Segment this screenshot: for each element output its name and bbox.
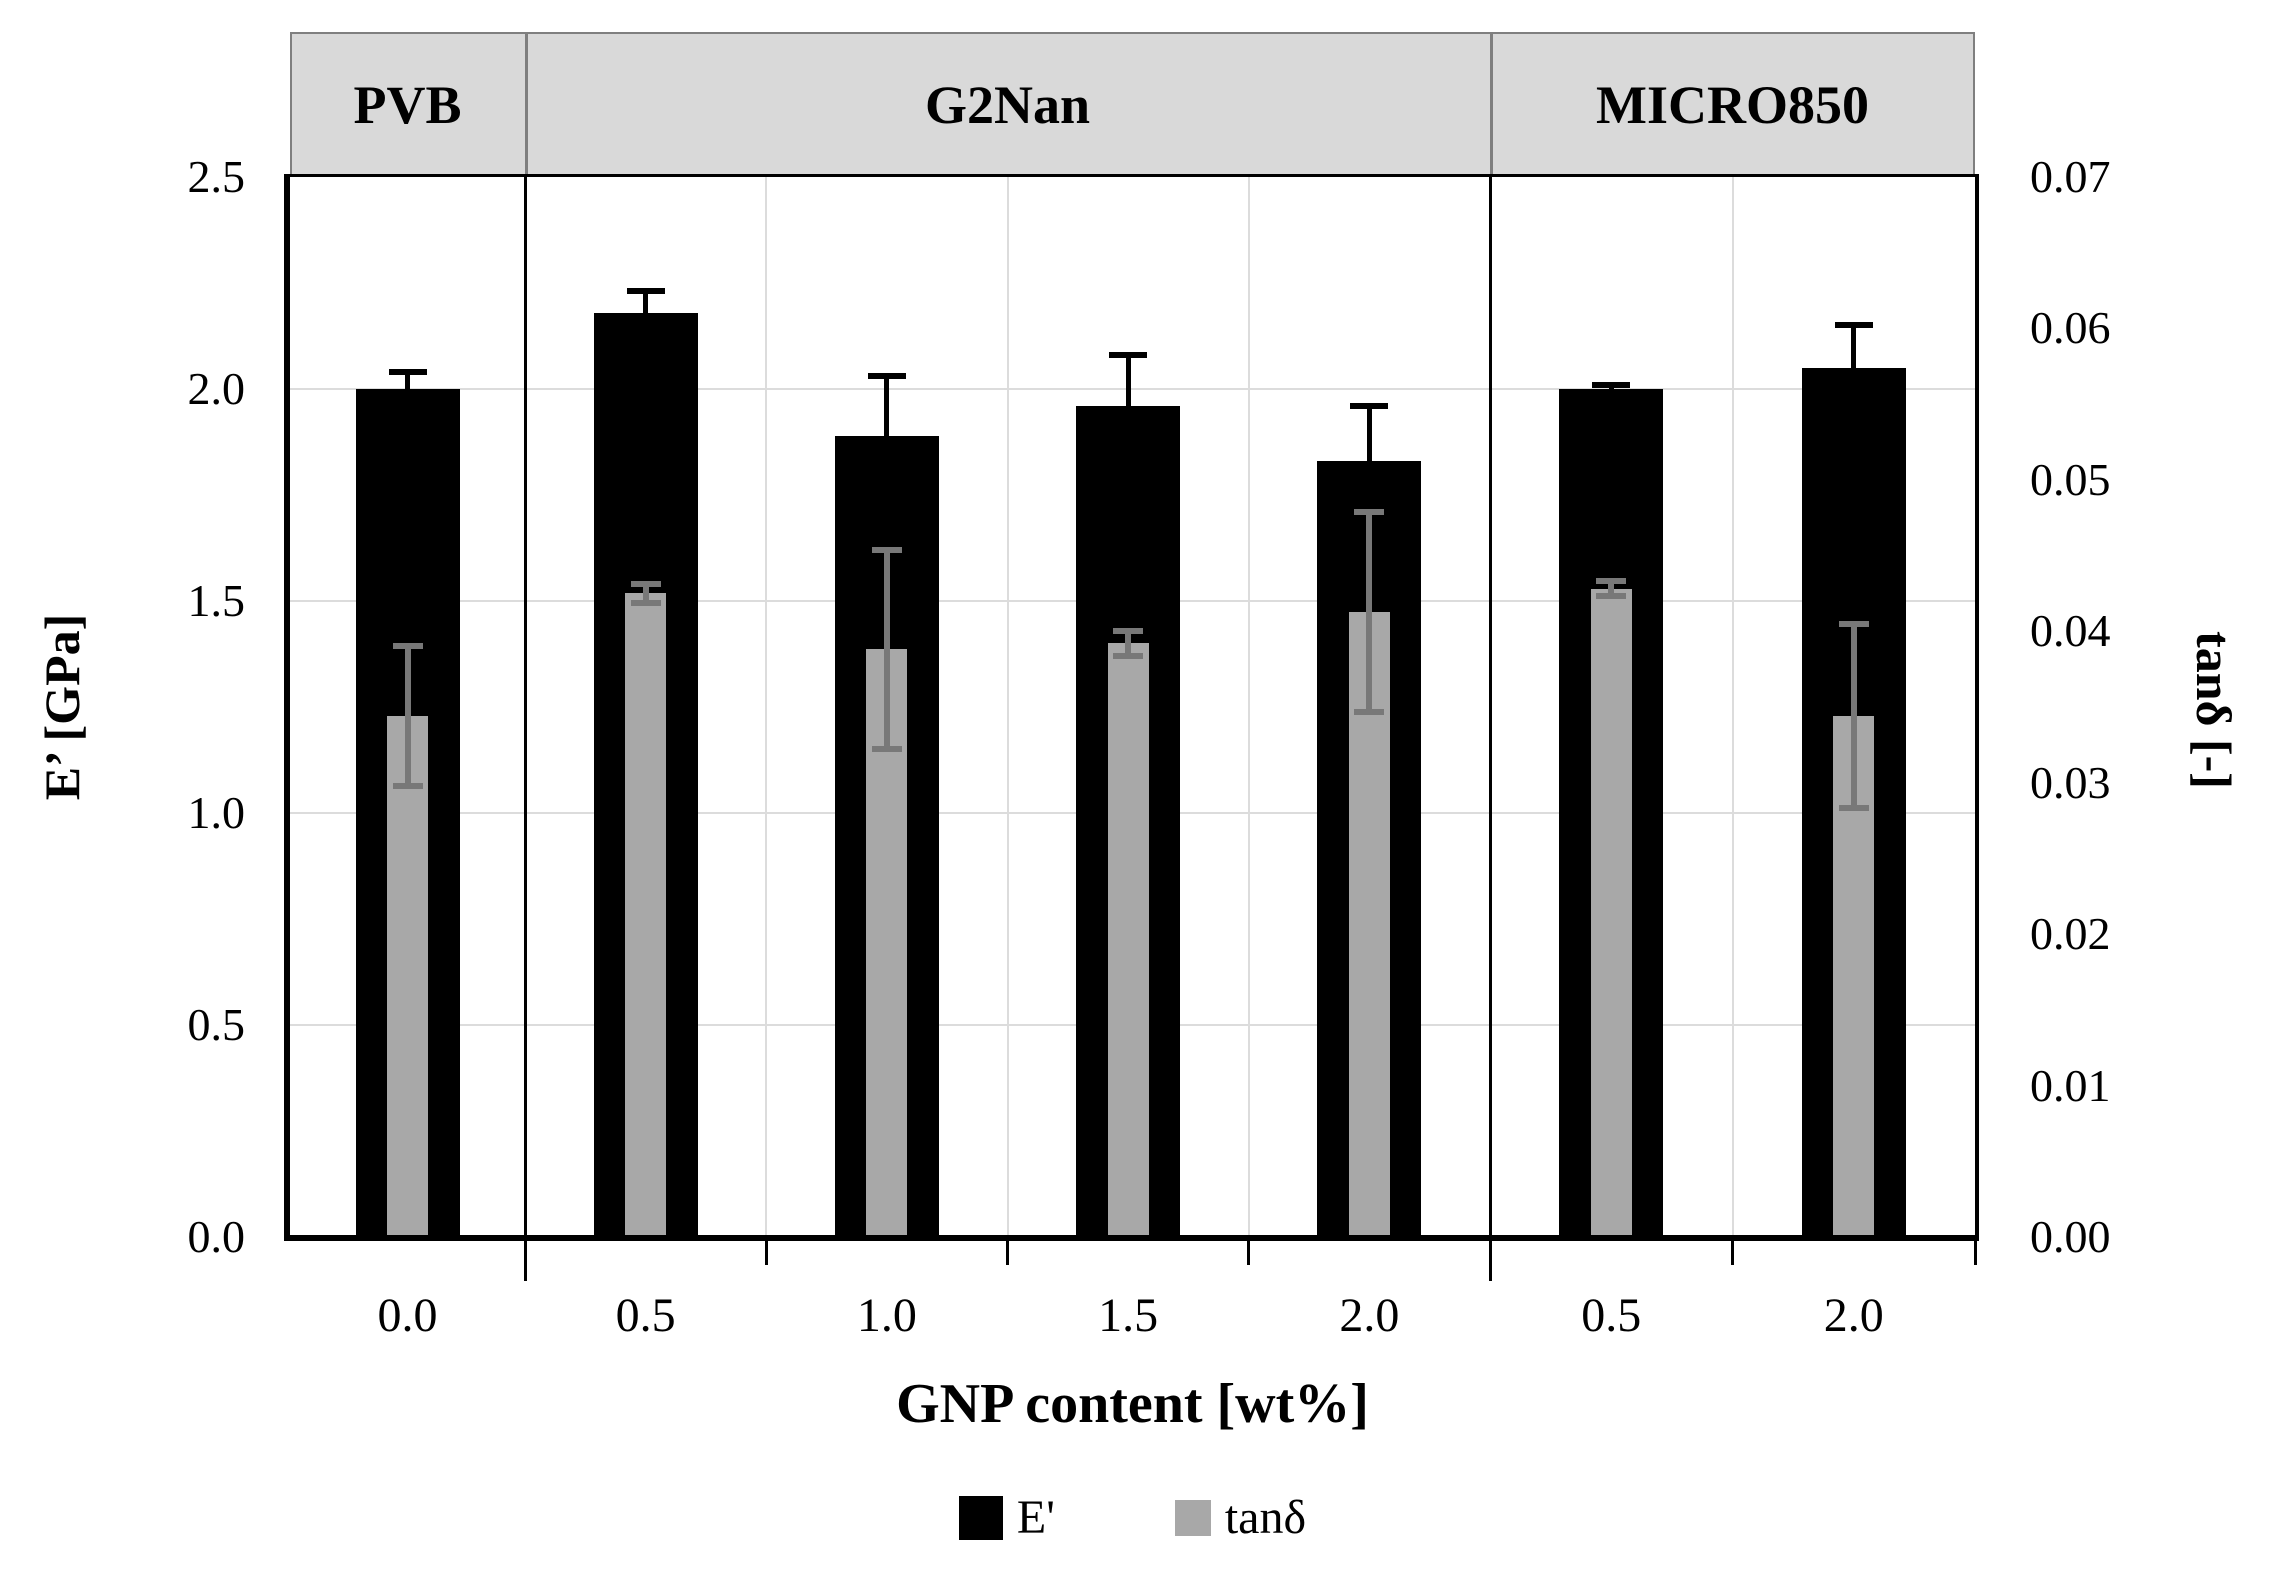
x-category-label: 1.0 (856, 1289, 917, 1342)
legend-item-eprime: E' (958, 1491, 1055, 1544)
error-cap-top-tandelta-6 (1838, 620, 1869, 627)
x-category-label: 2.0 (1339, 1289, 1400, 1342)
error-bar-tandelta-6 (1850, 623, 1857, 809)
bar-tandelta-5 (1590, 588, 1632, 1237)
right-axis-tick-label: 0.02 (2030, 908, 2111, 960)
error-bar-eprime-2 (884, 376, 890, 436)
right-axis-tick-label: 0.05 (2030, 453, 2111, 505)
error-cap-bottom-tandelta-0 (392, 782, 423, 789)
left-axis-tick-label: 1.0 (187, 787, 246, 838)
header-label-g2nan: G2Nan (525, 32, 1490, 177)
error-cap-eprime-4 (1350, 402, 1389, 409)
section-divider-line (523, 177, 527, 1237)
error-cap-eprime-2 (867, 373, 906, 380)
x-tick-minor (764, 1241, 768, 1265)
error-cap-top-tandelta-4 (1354, 508, 1385, 515)
left-axis-tick-label: 0.0 (187, 1211, 246, 1262)
left-axis-tick-label: 2.0 (187, 363, 246, 414)
error-cap-top-tandelta-1 (630, 581, 661, 588)
error-cap-eprime-0 (388, 369, 427, 376)
left-axis-tick-label: 1.5 (187, 575, 246, 626)
x-category-label: 0.5 (1581, 1289, 1642, 1342)
x-category-label: 0.5 (615, 1289, 676, 1342)
error-bar-eprime-3 (1125, 355, 1131, 406)
gridline-vertical (765, 177, 768, 1237)
error-bar-eprime-4 (1366, 405, 1372, 462)
gridline-vertical (1006, 177, 1009, 1237)
y-axis-line-left (284, 174, 290, 1240)
error-bar-tandelta-2 (883, 549, 890, 750)
error-cap-top-tandelta-5 (1596, 578, 1627, 585)
header-divider-g2nan-micro850 (1490, 32, 1493, 177)
error-bar-tandelta-3 (1125, 631, 1132, 656)
x-category-label: 2.0 (1823, 1289, 1884, 1342)
error-cap-bottom-tandelta-4 (1354, 708, 1385, 715)
x-category-label: 0.0 (377, 1289, 438, 1342)
x-tick-minor (1247, 1241, 1251, 1265)
bar-tandelta-0 (387, 716, 428, 1237)
x-tick-major (1488, 1241, 1492, 1281)
gridline-vertical (1247, 177, 1250, 1237)
error-bar-tandelta-4 (1366, 511, 1373, 712)
error-bar-eprime-6 (1851, 325, 1857, 368)
sample-group-header-band (290, 32, 1975, 177)
right-axis-tick-label: 0.01 (2030, 1059, 2111, 1111)
error-cap-bottom-tandelta-2 (871, 746, 902, 753)
error-cap-bottom-tandelta-5 (1596, 593, 1627, 600)
bar-tandelta-1 (625, 593, 667, 1237)
header-divider-pvb-g2nan (525, 32, 528, 177)
header-label-pvb-text: PVB (353, 74, 462, 135)
x-axis-title: GNP content [wt%] (896, 1373, 1369, 1435)
x-axis-line (284, 1235, 1979, 1241)
x-tick-minor (1006, 1241, 1009, 1265)
y-axis-line-right (1975, 174, 1979, 1240)
error-bar-tandelta-0 (404, 646, 411, 786)
right-axis-tick-label: 0.06 (2030, 302, 2111, 354)
right-axis-tick-label: 0.04 (2030, 605, 2111, 657)
right-axis-tick-label: 0.00 (2030, 1211, 2111, 1262)
gridline-vertical (1731, 177, 1734, 1237)
error-cap-eprime-5 (1592, 381, 1631, 388)
header-label-micro850-text: MICRO850 (1596, 74, 1869, 135)
error-bar-eprime-1 (643, 291, 649, 313)
x-category-label: 1.5 (1098, 1289, 1159, 1342)
right-axis-title: tanδ [-] (2186, 631, 2242, 789)
bar-tandelta-4 (1348, 611, 1390, 1237)
x-tick-minor (1731, 1241, 1734, 1265)
legend-swatch-eprime (958, 1496, 1003, 1540)
x-tick-minor (1973, 1241, 1977, 1265)
x-tick-major (523, 1241, 527, 1281)
error-bar-tandelta-5 (1608, 581, 1615, 597)
left-axis-title: E’ [GPa] (34, 613, 90, 801)
right-axis-tick-label: 0.03 (2030, 756, 2111, 808)
error-cap-top-tandelta-2 (871, 546, 902, 553)
plot-border-top (287, 174, 1978, 177)
right-axis-tick-label: 0.07 (2030, 151, 2111, 202)
section-divider-line (1488, 177, 1492, 1237)
error-cap-eprime-1 (626, 288, 665, 295)
error-bar-tandelta-1 (642, 584, 649, 603)
error-cap-bottom-tandelta-3 (1113, 652, 1144, 659)
legend-label-eprime: E' (1016, 1491, 1055, 1544)
legend-item-tandelta: tanδ (1174, 1491, 1307, 1544)
bar-tandelta-3 (1107, 643, 1149, 1237)
error-cap-top-tandelta-0 (392, 643, 423, 650)
header-label-micro850: MICRO850 (1490, 32, 1975, 177)
error-bar-eprime-0 (405, 372, 410, 389)
error-cap-eprime-6 (1834, 322, 1873, 329)
error-cap-top-tandelta-3 (1113, 628, 1144, 635)
legend-label-tandelta: tanδ (1224, 1491, 1307, 1544)
left-axis-tick-label: 0.5 (187, 999, 246, 1050)
gridline-horizontal (290, 388, 1975, 390)
header-label-g2nan-text: G2Nan (924, 74, 1091, 135)
error-cap-bottom-tandelta-6 (1838, 805, 1869, 812)
legend-swatch-tandelta (1174, 1500, 1211, 1536)
left-axis-tick-label: 2.5 (187, 151, 246, 202)
error-cap-eprime-3 (1109, 352, 1148, 359)
legend: E' tanδ (290, 1490, 1975, 1546)
error-cap-bottom-tandelta-1 (630, 599, 661, 606)
header-label-pvb: PVB (290, 32, 525, 177)
